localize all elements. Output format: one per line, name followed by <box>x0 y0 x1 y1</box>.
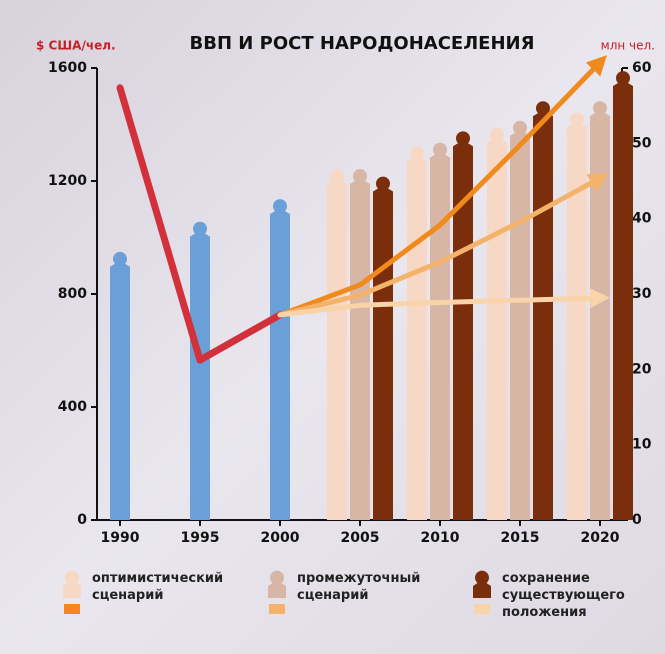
legend-icon <box>268 570 286 598</box>
gdp-line <box>277 173 609 318</box>
legend-icon <box>473 570 491 598</box>
x-tick-label: 1995 <box>181 530 220 546</box>
x-tick-label: 2010 <box>421 530 460 546</box>
person-bar <box>613 71 633 520</box>
x-tick-label: 1990 <box>101 530 140 546</box>
gdp-line <box>277 288 610 318</box>
person-bar <box>590 101 610 520</box>
y-tick-label: 1200 <box>48 173 87 189</box>
chart-title: ВВП И РОСТ НАРОДОНАСЕЛЕНИЯ <box>190 33 535 54</box>
person-bar <box>327 169 347 520</box>
y2-axis-label: млн чел. <box>601 39 655 53</box>
legend-label: оптимистический сценарий <box>92 571 223 603</box>
person-bar <box>270 199 290 520</box>
y2-tick-label: 30 <box>632 286 652 302</box>
y2-tick-label: 10 <box>632 437 652 453</box>
y2-tick-label: 20 <box>632 361 652 377</box>
legend-icon <box>63 570 81 598</box>
legend-line: оптимистический <box>92 571 223 586</box>
legend-line: существующего <box>502 588 625 603</box>
legend-swatch <box>64 604 80 614</box>
person-bar <box>110 251 130 520</box>
person-bar <box>373 176 393 520</box>
person-bar <box>510 120 530 521</box>
legend-swatch <box>474 604 490 614</box>
x-tick-label: 2015 <box>501 530 540 546</box>
person-bar <box>190 221 210 520</box>
legend-line: промежуточный <box>297 571 420 586</box>
y-tick-label: 400 <box>58 399 87 415</box>
legend-line: сценарий <box>92 588 163 603</box>
person-bar <box>533 101 553 520</box>
y-tick-label: 800 <box>58 286 87 302</box>
x-tick-label: 2020 <box>581 530 620 546</box>
person-bar <box>430 142 450 520</box>
legend-line: сохранение <box>502 571 590 586</box>
gdp-line <box>116 84 284 364</box>
legend-label: промежуточный сценарий <box>297 571 420 603</box>
person-bar <box>453 131 473 520</box>
y-tick-label: 0 <box>77 512 87 528</box>
legend-line: положения <box>502 605 587 620</box>
person-bar <box>407 146 427 521</box>
y-axis-label: $ США/чел. <box>36 39 116 53</box>
y2-tick-label: 40 <box>632 211 652 227</box>
legend-label: сохранение существующего положения <box>502 571 625 620</box>
y-tick-label: 1600 <box>48 60 87 76</box>
x-tick-label: 2005 <box>341 530 380 546</box>
person-bar <box>487 127 507 520</box>
person-bar <box>350 169 370 520</box>
legend-swatch <box>269 604 285 614</box>
person-bar <box>567 112 587 520</box>
y2-tick-label: 50 <box>632 135 652 151</box>
gdp-line <box>277 55 607 318</box>
y2-tick-label: 60 <box>632 60 652 76</box>
x-tick-label: 2000 <box>261 530 300 546</box>
y2-tick-label: 0 <box>632 512 642 528</box>
legend-line: сценарий <box>297 588 368 603</box>
